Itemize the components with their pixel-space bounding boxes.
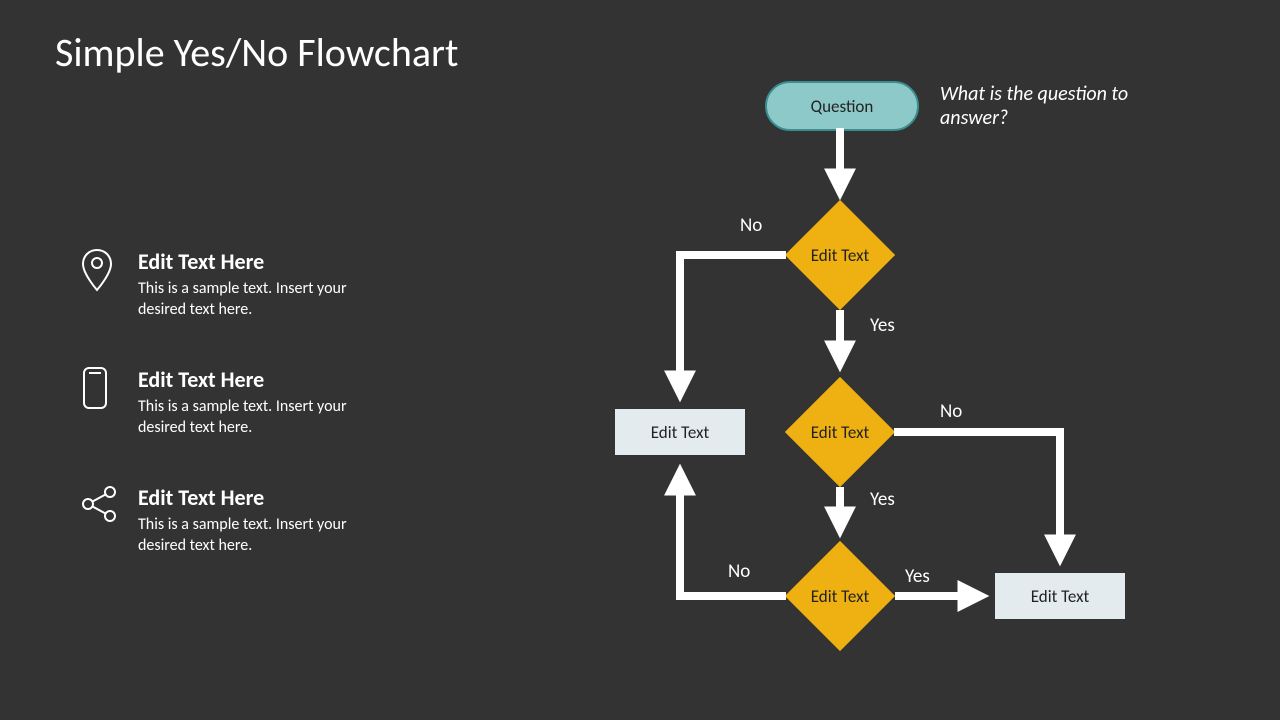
bullet-desc: This is a sample text. Insert your desir… bbox=[138, 397, 380, 439]
bullet-desc: This is a sample text. Insert your desir… bbox=[138, 279, 380, 321]
slide-title: Simple Yes/No Flowchart bbox=[55, 28, 458, 77]
bullet-heading: Edit Text Here bbox=[138, 484, 380, 511]
bullet-item-2: Edit Text Here This is a sample text. Ins… bbox=[80, 484, 380, 557]
start-node: Question bbox=[765, 81, 919, 131]
process-node-1: Edit Text bbox=[615, 409, 745, 455]
edge-label-1: Yes bbox=[870, 314, 895, 337]
flowchart-subtitle: What is the question to answer? bbox=[940, 82, 1180, 130]
edge-label-5: Yes bbox=[905, 565, 930, 588]
edge-label-3: Yes bbox=[870, 488, 895, 511]
phone-icon bbox=[80, 366, 110, 415]
bullet-heading: Edit Text Here bbox=[138, 366, 380, 393]
bullet-desc: This is a sample text. Insert your desir… bbox=[138, 515, 380, 557]
bullet-heading: Edit Text Here bbox=[138, 248, 380, 275]
process-node-2: Edit Text bbox=[995, 573, 1125, 619]
edge-label-2: No bbox=[940, 400, 962, 423]
pin-icon bbox=[80, 248, 114, 297]
bullet-item-1: Edit Text Here This is a sample text. Ins… bbox=[80, 366, 380, 439]
edge-label-4: No bbox=[728, 560, 750, 583]
slide: Simple Yes/No Flowchart Edit Text Here Th… bbox=[0, 0, 1280, 720]
share-icon bbox=[80, 484, 120, 529]
connector-4 bbox=[680, 255, 786, 388]
bullet-item-0: Edit Text Here This is a sample text. Ins… bbox=[80, 248, 380, 321]
decision-node-3: Edit Text bbox=[801, 557, 879, 635]
decision-node-2: Edit Text bbox=[801, 393, 879, 471]
decision-node-1: Edit Text bbox=[801, 216, 879, 294]
connector-5 bbox=[894, 432, 1060, 552]
edge-label-0: No bbox=[740, 214, 762, 237]
